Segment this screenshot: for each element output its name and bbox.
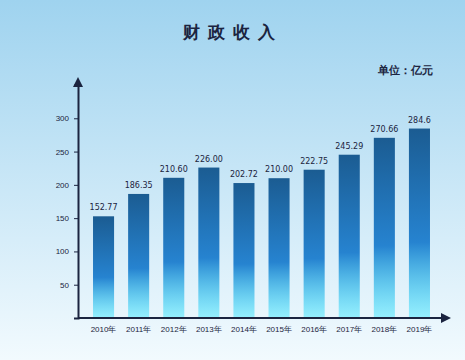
x-tick-label: 2010年 bbox=[91, 325, 117, 334]
x-tick: 2011年 bbox=[126, 318, 151, 334]
x-arrow bbox=[441, 313, 451, 323]
unit-label: 单位：亿元 bbox=[377, 64, 433, 77]
x-tick-label: 2013年 bbox=[196, 325, 222, 334]
data-label: 222.75 bbox=[300, 157, 328, 166]
data-label: 284.6 bbox=[408, 116, 431, 125]
x-tick: 2018年 bbox=[371, 318, 397, 334]
bar bbox=[198, 168, 219, 318]
data-label: 152.77 bbox=[90, 203, 118, 212]
x-tick-label: 2018年 bbox=[371, 325, 397, 334]
data-labels: 152.77 186.35 210.60 226.00 202.72 210.00 222.… bbox=[90, 116, 431, 213]
bars bbox=[93, 129, 430, 318]
bar bbox=[409, 129, 430, 318]
x-tick: 2012年 bbox=[161, 318, 187, 334]
x-tick-label: 2019年 bbox=[407, 325, 433, 334]
y-tick-label: 150 bbox=[56, 214, 70, 223]
y-tick: 150 bbox=[56, 214, 78, 223]
x-tick: 2010年 bbox=[91, 318, 117, 334]
y-tick-mark bbox=[74, 118, 78, 119]
y-tick-mark bbox=[74, 218, 78, 219]
data-label: 270.66 bbox=[370, 125, 398, 134]
x-tick: 2015年 bbox=[266, 318, 292, 334]
bar bbox=[163, 178, 184, 318]
y-arrow bbox=[73, 77, 83, 87]
x-tick-label: 2012年 bbox=[161, 325, 187, 334]
data-label: 245.29 bbox=[335, 142, 363, 151]
y-tick-label: 100 bbox=[56, 247, 70, 256]
y-tick-label: 50 bbox=[60, 281, 69, 290]
bar bbox=[374, 138, 395, 318]
background bbox=[0, 0, 465, 360]
bar bbox=[304, 170, 325, 318]
y-tick: 50 bbox=[60, 281, 78, 290]
bar bbox=[128, 194, 149, 318]
x-tick: 2013年 bbox=[196, 318, 222, 334]
data-label: 210.60 bbox=[160, 165, 188, 174]
y-tick-label: 300 bbox=[56, 114, 70, 123]
x-axis: 2010年 2011年 2012年 2013年 2014年 2015年 2016年 2017年… bbox=[78, 318, 443, 334]
data-label: 210.00 bbox=[265, 165, 293, 174]
bar bbox=[339, 155, 360, 318]
x-tick-label: 2011年 bbox=[126, 325, 151, 334]
bar bbox=[233, 183, 254, 318]
y-axis-line bbox=[74, 86, 79, 319]
bar bbox=[269, 178, 290, 318]
x-axis-line bbox=[78, 317, 443, 319]
title: 财政收入 bbox=[182, 22, 283, 42]
y-axis: 50 100 150 200 250 300 bbox=[56, 86, 79, 319]
y-tick-mark bbox=[74, 185, 78, 186]
y-tick: 300 bbox=[56, 114, 78, 123]
y-tick: 200 bbox=[56, 181, 78, 190]
y-tick-mark bbox=[74, 152, 78, 153]
y-tick-mark bbox=[74, 285, 78, 286]
data-label: 202.72 bbox=[230, 170, 258, 179]
x-tick-label: 2015年 bbox=[266, 325, 292, 334]
y-tick-mark bbox=[74, 251, 78, 252]
y-tick-label: 250 bbox=[56, 148, 70, 157]
y-tick: 100 bbox=[56, 247, 78, 256]
bar bbox=[93, 216, 114, 318]
x-tick: 2014年 bbox=[231, 318, 257, 334]
x-tick: 2016年 bbox=[301, 318, 327, 334]
data-label: 226.00 bbox=[195, 155, 223, 164]
y-tick-label: 200 bbox=[56, 181, 70, 190]
data-label: 186.35 bbox=[125, 181, 153, 190]
y-tick: 250 bbox=[56, 148, 78, 157]
x-tick-label: 2016年 bbox=[301, 325, 327, 334]
x-tick-label: 2017年 bbox=[336, 325, 362, 334]
x-tick-label: 2014年 bbox=[231, 325, 257, 334]
x-tick: 2017年 bbox=[336, 318, 362, 334]
chart: 财政收入单位：亿元 152.77 186.35 210.60 226.00 202.72 2… bbox=[0, 0, 465, 360]
x-tick: 2019年 bbox=[407, 318, 433, 334]
